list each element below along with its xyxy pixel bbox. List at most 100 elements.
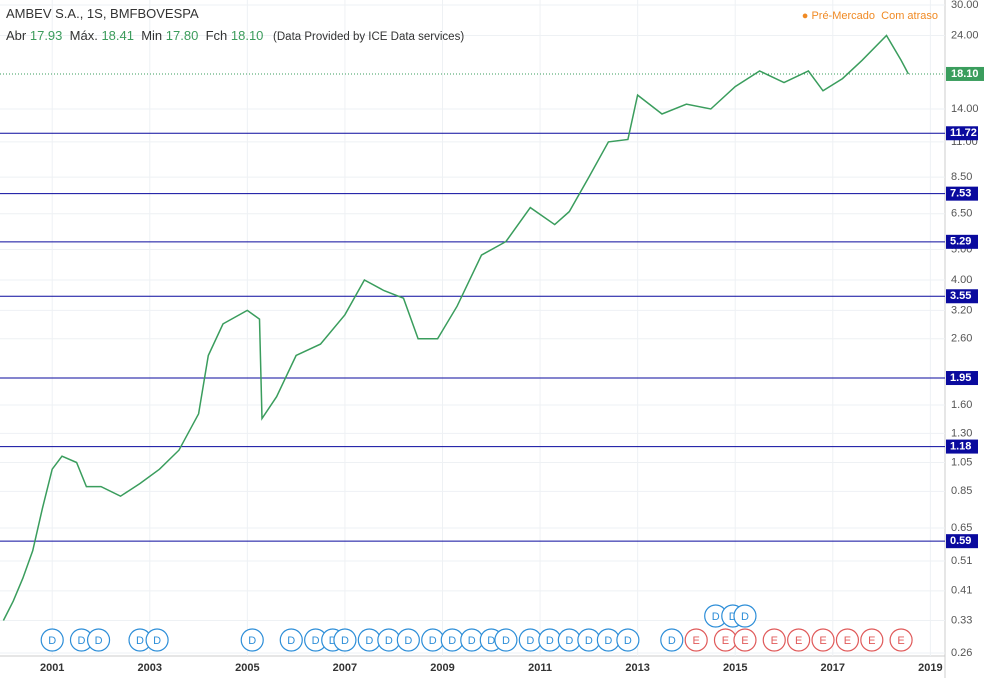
status: Pré-Mercado [811, 10, 876, 22]
high-label: Máx. [69, 28, 98, 43]
event-label: E [844, 635, 851, 647]
event-label: D [365, 635, 373, 647]
price-label-bg [946, 66, 984, 81]
event-label: D [48, 635, 56, 647]
event-label: E [868, 635, 875, 647]
event-marker [40, 628, 64, 652]
event-marker [333, 628, 357, 652]
event-label: D [429, 635, 437, 647]
level-label: 0.59 [950, 535, 971, 547]
event-label: D [712, 611, 720, 623]
event-label: D [624, 635, 632, 647]
y-tick-label: 1.30 [951, 427, 972, 439]
event-marker [240, 628, 264, 652]
event-label: D [487, 635, 495, 647]
level-label-bg [946, 371, 978, 386]
y-tick-label: 8.50 [951, 171, 972, 183]
event-label: D [448, 635, 456, 647]
event-marker [279, 628, 303, 652]
y-tick-label: 24.00 [951, 29, 979, 41]
event-label: E [819, 635, 826, 647]
low-label: Min [141, 28, 163, 43]
y-tick-label: 0.65 [951, 522, 972, 534]
event-label: E [897, 635, 904, 647]
event-marker [494, 628, 518, 652]
y-tick-label: 1.05 [951, 456, 972, 468]
event-label: E [795, 635, 802, 647]
x-tick-label: 2017 [821, 662, 845, 674]
event-label: D [287, 635, 295, 647]
event-label: D [153, 635, 161, 647]
level-label-bg [946, 234, 978, 249]
y-tick-label: 1.60 [951, 399, 972, 411]
event-label: D [546, 635, 554, 647]
event-marker [86, 628, 111, 652]
y-tick-label: 4.00 [951, 274, 972, 286]
level-label-bg [946, 534, 978, 549]
event-label: D [502, 635, 510, 647]
market-status[interactable]: ● Pré-Mercado Com atraso [801, 10, 938, 22]
price-line [2, 34, 910, 621]
event-marker [684, 628, 708, 652]
x-tick-label: 2009 [430, 662, 454, 674]
x-tick-label: 2003 [138, 662, 162, 674]
event-marker [787, 628, 811, 652]
level-label: 1.95 [950, 372, 971, 384]
y-tick-label: 0.33 [951, 614, 972, 626]
close-label: Fch [205, 28, 228, 43]
x-tick-label: 2011 [528, 662, 552, 674]
event-marker [733, 628, 757, 652]
level-label: 5.29 [950, 236, 971, 248]
event-marker [811, 628, 835, 652]
event-marker [616, 628, 640, 652]
level-label-bg [946, 126, 978, 141]
high: 18.41 [101, 28, 134, 43]
event-marker [145, 628, 169, 652]
x-tick-label: 2007 [333, 662, 357, 674]
event-marker [860, 628, 884, 652]
symbol[interactable]: AMBEV S.A., 1S, BMFBOVESPA [6, 6, 199, 21]
event-label: D [312, 635, 320, 647]
event-label: D [668, 635, 676, 647]
price-label: 18.10 [951, 68, 979, 80]
level-label-bg [946, 289, 978, 304]
event-label: D [526, 635, 534, 647]
y-tick-label: 2.60 [951, 333, 972, 345]
header: AMBEV S.A., 1S, BMFBOVESPA [6, 6, 199, 21]
event-label: D [565, 635, 573, 647]
event-label: E [693, 635, 700, 647]
open: 17.93 [29, 28, 63, 43]
event-marker [889, 628, 913, 652]
x-tick-label: 2001 [40, 662, 64, 674]
delay: Com atraso [881, 10, 938, 22]
y-tick-label: 6.50 [951, 208, 972, 220]
level-label: 1.18 [950, 440, 971, 452]
level-label: 11.72 [950, 127, 977, 139]
event-label: D [329, 635, 337, 647]
event-label: E [771, 635, 778, 647]
level-label-bg [946, 439, 978, 454]
x-tick-label: 2013 [625, 662, 649, 674]
y-tick-label: 3.20 [951, 304, 972, 316]
event-label: D [341, 635, 349, 647]
event-marker [733, 604, 757, 628]
event-label: D [95, 635, 103, 647]
data-note: (Data Provided by ICE Data services) [273, 31, 465, 43]
y-tick-label: 30.00 [951, 0, 979, 11]
event-label: E [722, 635, 729, 647]
ohlc: Abr 17.93 Máx. 18.41 Min 17.80 Fch 18.10… [6, 28, 464, 43]
y-tick-label: 0.51 [951, 555, 972, 567]
close: 18.10 [230, 28, 264, 43]
event-label: D [77, 635, 85, 647]
y-tick-label: 0.85 [951, 485, 972, 497]
event-label: D [468, 635, 476, 647]
level-label: 7.53 [950, 188, 971, 200]
low: 17.80 [165, 28, 199, 43]
event-marker [835, 628, 860, 652]
y-tick-label: 14.00 [951, 103, 979, 115]
event-label: D [585, 635, 593, 647]
event-label: D [604, 635, 612, 647]
x-tick-label: 2019 [918, 662, 942, 674]
